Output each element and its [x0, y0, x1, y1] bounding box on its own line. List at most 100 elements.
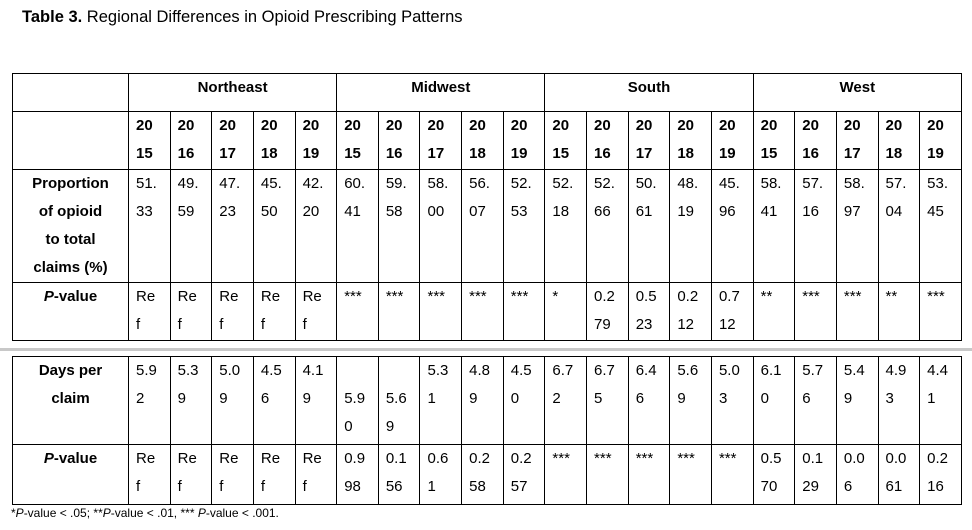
cell-pvalue-proportion-south-2015: *	[544, 282, 588, 341]
region-header-south: South	[544, 73, 754, 112]
row-label-text: -value	[53, 450, 98, 467]
year-header-midwest-2018: 20 18	[461, 111, 504, 170]
cell-proportion-south-2015: 52. 18	[544, 169, 588, 283]
year-header-south-2017: 20 17	[627, 111, 671, 170]
cell-pvalue-proportion-midwest-2019: ***	[502, 282, 546, 341]
cell-proportion-south-2018: 48. 19	[669, 169, 712, 283]
year-header-west-2016: 20 16	[794, 111, 837, 170]
year-header-south-2019: 20 19	[710, 111, 754, 170]
row-label-days-per-claim: Days per claim	[12, 356, 129, 445]
cell-proportion-west-2015: 58. 41	[752, 169, 796, 283]
cell-pvalue-proportion-midwest-2016: ***	[377, 282, 421, 341]
cell-proportion-northeast-2018: 45. 50	[252, 169, 296, 283]
cell-days-per-claim-midwest-2016: 5.6 9	[377, 356, 421, 445]
cell-proportion-west-2019: 53. 45	[919, 169, 962, 283]
cell-pvalue-days-midwest-2015: 0.9 98	[336, 444, 379, 505]
cell-proportion-west-2016: 57. 16	[794, 169, 837, 283]
year-header-west-2017: 20 17	[835, 111, 879, 170]
cell-pvalue-proportion-northeast-2018: Re f	[252, 282, 296, 341]
footnote: *P-value < .05; **P-value < .01, *** P-v…	[11, 506, 279, 521]
cell-pvalue-days-south-2019: ***	[710, 444, 754, 505]
cell-proportion-northeast-2017: 47. 23	[211, 169, 254, 283]
year-header-midwest-2017: 20 17	[419, 111, 463, 170]
cell-pvalue-proportion-west-2016: ***	[794, 282, 837, 341]
cell-proportion-northeast-2019: 42. 20	[294, 169, 338, 283]
cell-pvalue-days-midwest-2019: 0.2 57	[502, 444, 546, 505]
region-header-row: Northeast Midwest South West	[12, 73, 963, 112]
cell-days-per-claim-northeast-2017: 5.0 9	[211, 356, 254, 445]
cell-pvalue-days-northeast-2015: Re f	[128, 444, 171, 505]
cell-days-per-claim-south-2016: 6.7 5	[586, 356, 629, 445]
cell-days-per-claim-northeast-2016: 5.3 9	[169, 356, 213, 445]
year-header-west-2018: 20 18	[877, 111, 921, 170]
cell-pvalue-proportion-south-2019: 0.7 12	[710, 282, 754, 341]
footnote-text: -value < .01, ***	[110, 506, 198, 520]
footnote-text: -value < .05; **	[23, 506, 103, 520]
row-label-text: Days per claim	[38, 362, 103, 407]
cell-proportion-west-2018: 57. 04	[877, 169, 921, 283]
cell-proportion-midwest-2016: 59. 58	[377, 169, 421, 283]
row-label-pvalue-days: P-value	[12, 444, 129, 505]
cell-pvalue-days-northeast-2017: Re f	[211, 444, 254, 505]
year-header-northeast-2018: 20 18	[252, 111, 296, 170]
cell-pvalue-days-west-2015: 0.5 70	[752, 444, 796, 505]
cell-pvalue-proportion-northeast-2019: Re f	[294, 282, 338, 341]
cell-days-per-claim-midwest-2018: 4.8 9	[461, 356, 504, 445]
cell-pvalue-days-midwest-2016: 0.1 56	[377, 444, 421, 505]
year-row-corner-cell	[12, 111, 129, 170]
cell-pvalue-days-south-2015: ***	[544, 444, 588, 505]
cell-days-per-claim-midwest-2017: 5.3 1	[419, 356, 463, 445]
cell-pvalue-proportion-midwest-2018: ***	[461, 282, 504, 341]
table-row-days-per-claim: Days per claim 5.9 2 5.3 9 5.0 9 4.5 6 4.1 9 …	[12, 356, 962, 445]
year-header-row: 20 15 20 16 20 17 20 18 20 19 20 15 20 16 20 17…	[12, 111, 962, 170]
region-header-northeast: Northeast	[127, 73, 338, 112]
year-header-midwest-2015: 20 15	[336, 111, 379, 170]
footnote-text: P	[197, 506, 206, 520]
cell-proportion-south-2017: 50. 61	[627, 169, 671, 283]
cell-days-per-claim-west-2018: 4.9 3	[877, 356, 921, 445]
row-label-text: P	[43, 288, 54, 305]
cell-proportion-midwest-2019: 52. 53	[502, 169, 546, 283]
footnote-text: -value < .001.	[205, 506, 279, 520]
year-header-northeast-2015: 20 15	[128, 111, 171, 170]
cell-pvalue-days-west-2019: 0.2 16	[919, 444, 962, 505]
region-header-midwest: Midwest	[336, 73, 546, 112]
cell-days-per-claim-midwest-2015: 5.9 0	[336, 356, 379, 445]
cell-days-per-claim-west-2016: 5.7 6	[794, 356, 837, 445]
table-days-per-claim: Days per claim 5.9 2 5.3 9 5.0 9 4.5 6 4.1 9 …	[12, 356, 962, 505]
header-corner-cell	[12, 73, 129, 112]
row-label-text: P	[43, 450, 54, 467]
year-header-west-2015: 20 15	[752, 111, 796, 170]
cell-pvalue-proportion-south-2017: 0.5 23	[627, 282, 671, 341]
cell-pvalue-days-south-2016: ***	[586, 444, 629, 505]
cell-pvalue-days-midwest-2018: 0.2 58	[461, 444, 504, 505]
cell-days-per-claim-south-2018: 5.6 9	[669, 356, 712, 445]
year-header-northeast-2017: 20 17	[211, 111, 254, 170]
row-label-pvalue-proportion: P-value	[12, 282, 129, 341]
cell-days-per-claim-south-2017: 6.4 6	[627, 356, 671, 445]
cell-pvalue-days-west-2017: 0.0 6	[835, 444, 879, 505]
footnote-text: *	[11, 506, 16, 520]
cell-pvalue-proportion-west-2017: ***	[835, 282, 879, 341]
cell-days-per-claim-northeast-2019: 4.1 9	[294, 356, 338, 445]
page-break-divider	[0, 348, 972, 351]
row-label-proportion: Proportion of opioid to total claims (%)	[12, 169, 129, 283]
cell-pvalue-proportion-northeast-2016: Re f	[169, 282, 213, 341]
table-title: Table 3. Regional Differences in Opioid …	[22, 6, 463, 28]
cell-proportion-midwest-2015: 60. 41	[336, 169, 379, 283]
cell-proportion-south-2019: 45. 96	[710, 169, 754, 283]
cell-proportion-northeast-2015: 51. 33	[128, 169, 171, 283]
cell-days-per-claim-northeast-2015: 5.9 2	[128, 356, 171, 445]
table-row-proportion: Proportion of opioid to total claims (%)…	[12, 169, 962, 283]
cell-proportion-midwest-2018: 56. 07	[461, 169, 504, 283]
cell-days-per-claim-south-2019: 5.0 3	[710, 356, 754, 445]
year-header-south-2016: 20 16	[586, 111, 629, 170]
year-header-midwest-2019: 20 19	[502, 111, 546, 170]
year-header-northeast-2019: 20 19	[294, 111, 338, 170]
cell-pvalue-proportion-west-2018: **	[877, 282, 921, 341]
table-title-text: Regional Differences in Opioid Prescribi…	[82, 8, 463, 26]
cell-proportion-midwest-2017: 58. 00	[419, 169, 463, 283]
cell-pvalue-proportion-northeast-2015: Re f	[128, 282, 171, 341]
footnote-text: P	[102, 506, 111, 520]
